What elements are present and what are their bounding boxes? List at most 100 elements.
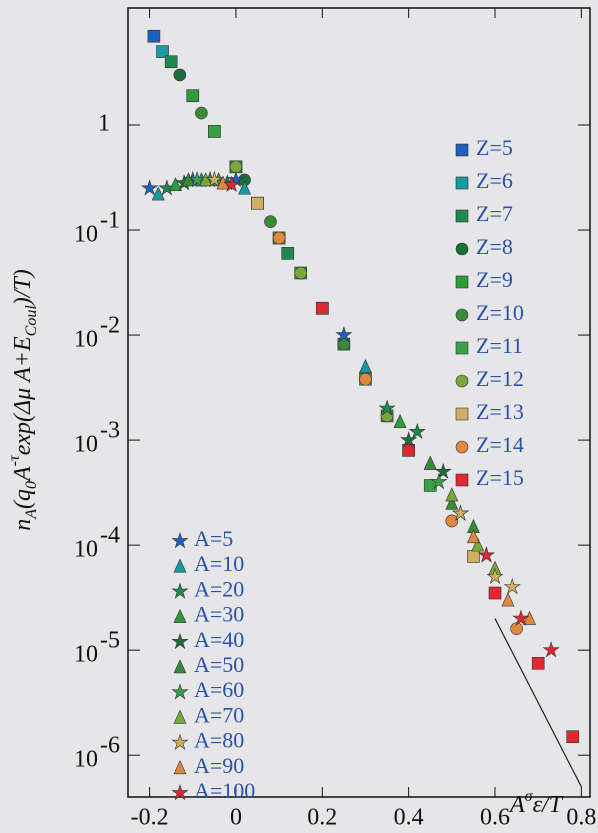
legend-label: Z=7: [476, 201, 513, 226]
legend-label: Z=10: [476, 300, 524, 325]
legend-marker: [171, 683, 189, 700]
marker-square: [186, 89, 200, 103]
legend-marker: [455, 209, 469, 223]
legend-label: A=60: [194, 677, 244, 702]
marker-star: [512, 609, 530, 626]
x-tick-label: 0: [230, 805, 242, 831]
marker-square: [315, 301, 329, 315]
marker-circle: [173, 68, 187, 82]
marker-star: [188, 170, 206, 188]
legend-label: Z=11: [476, 333, 523, 358]
marker-square: [531, 656, 545, 670]
marker-square: [251, 196, 264, 210]
x-axis-label-part: σ: [525, 788, 534, 805]
legend-label: A=50: [194, 652, 244, 677]
marker-circle: [195, 106, 208, 120]
marker-star: [408, 422, 426, 440]
x-tick-label: 0.2: [307, 805, 337, 831]
marker-star: [378, 399, 396, 416]
legend-label: Z=8: [476, 234, 513, 259]
legend-marker: [455, 473, 469, 487]
legend-marker: [455, 341, 469, 355]
y-axis-label-part: A: [10, 466, 36, 483]
marker-square: [566, 730, 580, 744]
legend-marker: [171, 532, 189, 549]
marker-triangle: [359, 358, 372, 373]
marker-star: [223, 175, 241, 193]
y-tick-label: 10: [74, 747, 98, 773]
legend-label: A=5: [194, 526, 233, 551]
marker-triangle: [169, 177, 182, 192]
marker-square: [488, 586, 502, 600]
y-axis-label-part: Coul: [23, 305, 40, 337]
marker-star: [503, 577, 521, 595]
marker-star: [542, 641, 560, 658]
marker-triangle: [523, 610, 537, 625]
legend-marker: [455, 176, 469, 190]
legend-label: A=30: [194, 602, 244, 627]
legend-marker: [173, 608, 187, 623]
marker-triangle: [181, 172, 195, 187]
marker-triangle: [471, 537, 485, 552]
marker-square: [281, 247, 295, 260]
marker-triangle: [423, 455, 437, 470]
y-axis-label: nA(q0A-τexp(Δμ A+ECoul)/T): [6, 269, 40, 531]
marker-star: [205, 170, 223, 188]
marker-star: [430, 472, 448, 490]
legend-label: Z=13: [476, 399, 524, 424]
x-tick-label: 0.6: [480, 805, 510, 831]
marker-triangle: [199, 172, 213, 187]
marker-star: [477, 546, 495, 563]
marker-triangle: [151, 186, 165, 201]
marker-star: [451, 504, 470, 521]
y-tick-exponent: -4: [100, 523, 120, 549]
marker-square: [467, 550, 480, 563]
marker-circle: [272, 231, 286, 245]
legend-label: Z=12: [476, 366, 524, 391]
legend-label: A=100: [194, 778, 255, 803]
marker-square: [208, 125, 221, 138]
y-tick-label: 10: [74, 327, 98, 353]
marker-star: [400, 431, 418, 448]
marker-square: [164, 55, 178, 69]
x-tick-label: 0.8: [566, 805, 596, 831]
marker-star: [141, 179, 159, 196]
marker-circle: [294, 266, 308, 280]
legend-marker: [173, 760, 187, 775]
y-axis-label-part: (q: [10, 489, 36, 509]
legend-label: A=90: [194, 753, 244, 778]
marker-triangle: [393, 413, 407, 428]
marker-circle: [359, 372, 372, 386]
x-axis-label: Aσε/T: [508, 788, 564, 817]
legend-marker: [455, 242, 469, 256]
marker-circle: [510, 622, 523, 636]
legend-marker: [173, 709, 187, 724]
y-axis-label-part: exp(Δμ A+E: [10, 336, 36, 455]
marker-circle: [445, 514, 459, 528]
y-tick-exponent: -5: [100, 628, 120, 654]
marker-square: [147, 29, 161, 43]
legend-label: Z=14: [476, 432, 524, 457]
marker-triangle: [445, 495, 459, 510]
legend-label: A=70: [194, 702, 244, 727]
marker-triangle: [445, 487, 459, 502]
marker-triangle: [238, 180, 252, 195]
marker-star: [335, 326, 353, 343]
legend-marker: [455, 275, 469, 289]
x-tick-label: 0.4: [394, 805, 424, 831]
x-axis-label-part: ε/T: [533, 792, 564, 818]
y-tick-exponent: -1: [100, 208, 120, 234]
y-axis-label-part: 0: [23, 481, 40, 489]
y-tick-label: 1: [98, 111, 110, 137]
legend-marker: [171, 582, 189, 599]
plot-frame: [127, 7, 591, 798]
legend-label: A=80: [194, 728, 244, 753]
y-tick-label: 10: [74, 432, 98, 458]
x-axis-label-part: A: [508, 792, 525, 818]
y-axis-label-part: n: [10, 519, 36, 531]
legend-marker: [455, 308, 469, 322]
legend-marker: [455, 374, 469, 388]
marker-triangle: [466, 529, 480, 544]
